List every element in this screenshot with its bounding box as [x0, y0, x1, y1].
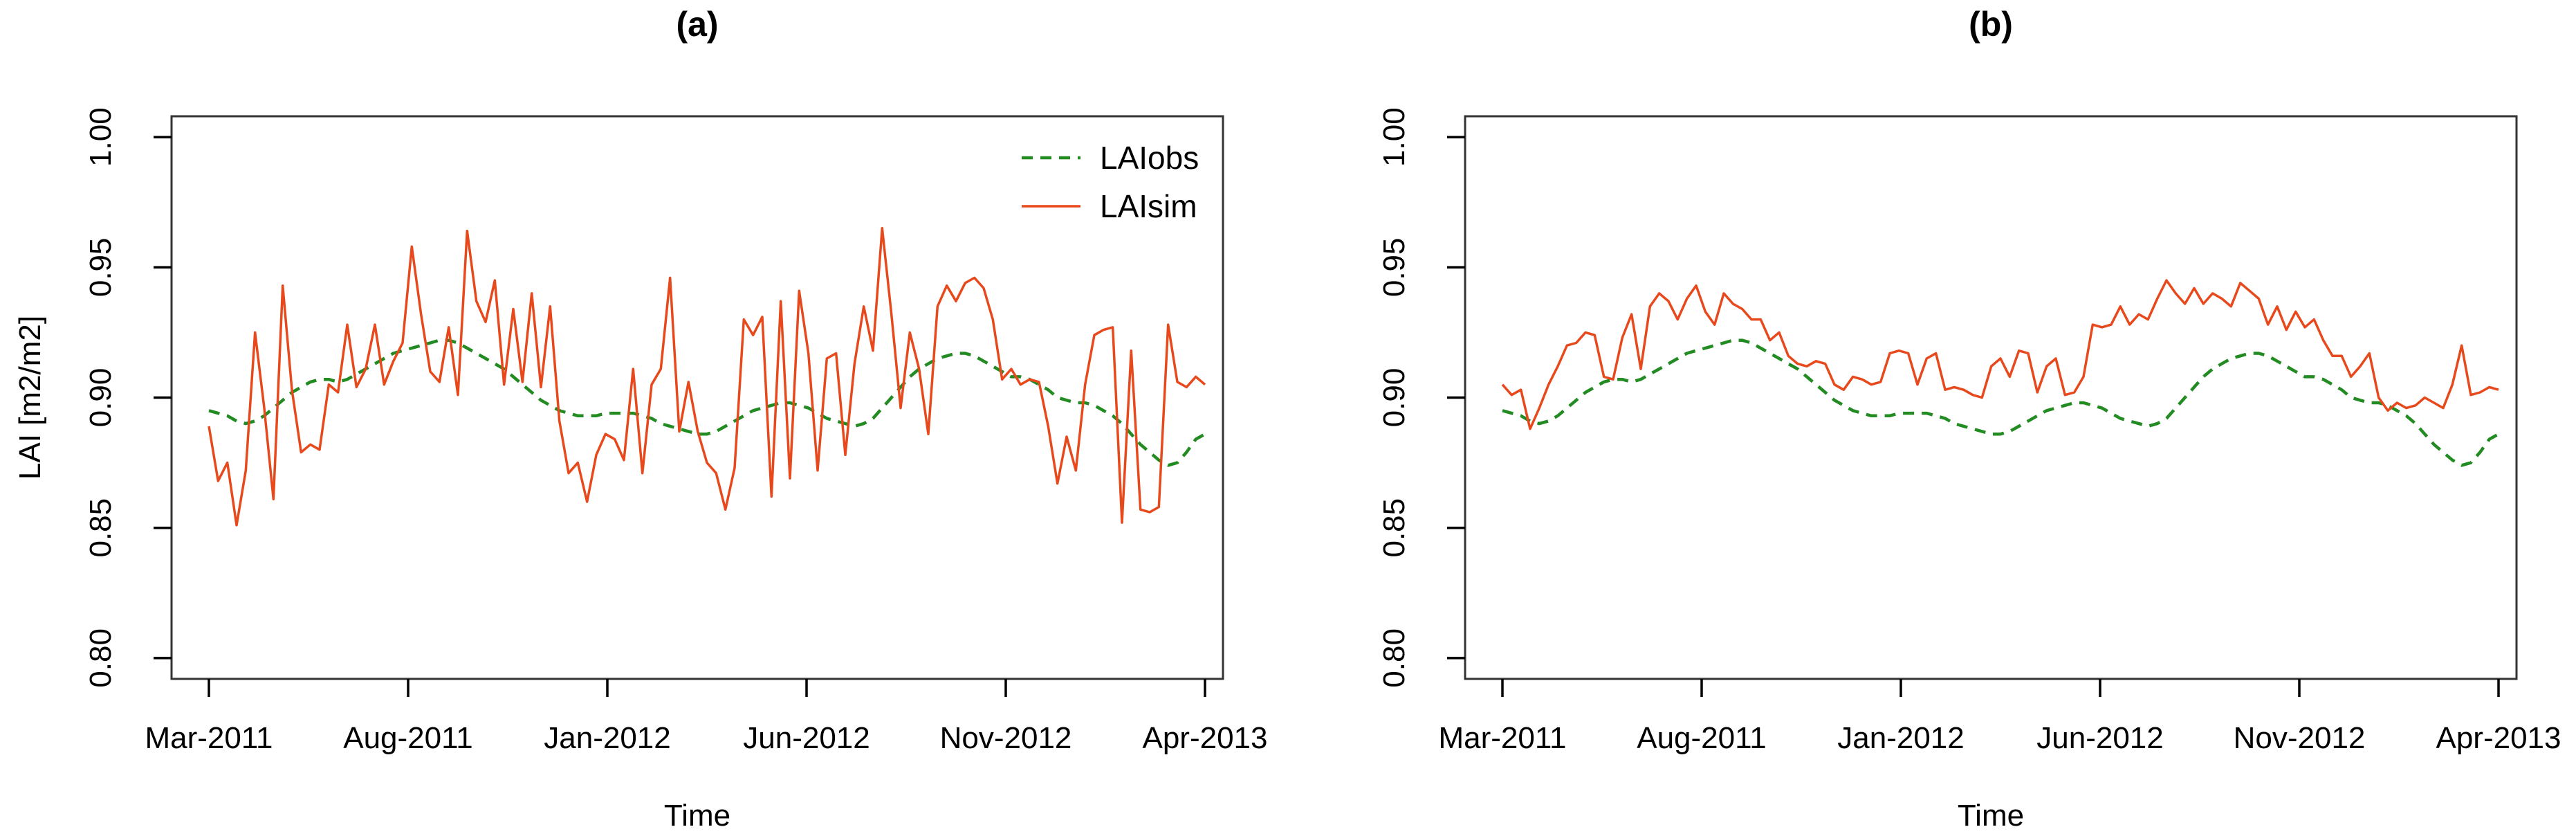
x-tick-label: Nov-2012 [940, 721, 1072, 755]
x-tick-label: Nov-2012 [2234, 721, 2366, 755]
x-tick-label: Jun-2012 [2036, 721, 2163, 755]
series-laiobs-line [208, 338, 1206, 467]
y-tick-label: 0.90 [84, 368, 118, 428]
y-tick-label: 0.80 [84, 628, 118, 688]
x-tick-label: Mar-2011 [145, 721, 273, 755]
x-tick-label: Jan-2012 [544, 721, 670, 755]
x-tick-label: Apr-2013 [1142, 721, 1267, 755]
x-tick-label: Apr-2013 [2436, 721, 2561, 755]
x-tick-label: Aug-2011 [343, 721, 473, 755]
legend-label-laiobs: LAIobs [1100, 140, 1199, 176]
series-laiobs-line [1502, 338, 2500, 467]
y-tick-label: 0.80 [1377, 628, 1411, 688]
y-tick-label: 0.95 [84, 237, 118, 297]
panel-a: (a) 0.80 0.85 0.90 0.95 1.00 Mar-2011 Aug-2011 J… [13, 5, 1268, 833]
panel-b: (b) 0.80 0.85 0.90 0.95 1.00 Mar-2011 Aug-2011 J… [1377, 5, 2561, 833]
y-tick-label: 0.85 [1377, 498, 1411, 558]
plot-border [170, 115, 1224, 680]
x-tick-label: Jun-2012 [743, 721, 870, 755]
series-laisim-line [208, 227, 1206, 527]
x-tick-label: Aug-2011 [1637, 721, 1767, 755]
x-tick-label: Mar-2011 [1438, 721, 1566, 755]
y-tick-label: 0.85 [84, 498, 118, 558]
y-tick-label: 0.90 [1377, 368, 1411, 428]
y-axis-title: LAI [m2/m2] [13, 316, 47, 480]
series-laisim-line [1501, 279, 2499, 430]
legend-label-laisim: LAIsim [1100, 188, 1197, 224]
x-tick-label: Jan-2012 [1837, 721, 1964, 755]
x-axis-title: Time [664, 799, 730, 833]
x-axis-title: Time [1958, 799, 2024, 833]
plot-border [1464, 115, 2518, 680]
panel-title: (a) [676, 5, 718, 44]
y-tick-label: 1.00 [1377, 107, 1411, 167]
panel-title: (b) [1969, 5, 2013, 44]
y-tick-label: 1.00 [84, 107, 118, 167]
y-tick-label: 0.95 [1377, 237, 1411, 297]
